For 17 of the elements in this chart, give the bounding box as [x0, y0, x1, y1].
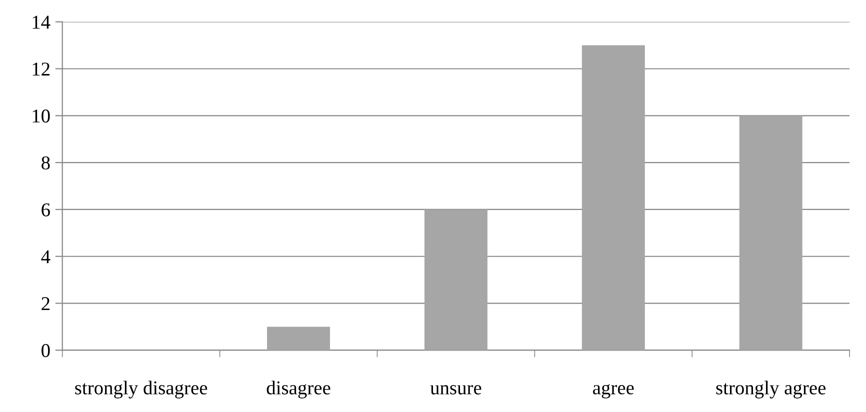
bar — [267, 326, 330, 350]
y-tick-label: 4 — [41, 250, 50, 264]
y-tick-label: 0 — [42, 344, 50, 358]
y-tick-label: 2 — [42, 297, 50, 310]
x-tick-label: strongly agree — [716, 380, 826, 398]
bar — [582, 45, 645, 350]
y-tick-label: 6 — [42, 203, 50, 216]
x-tick-label: agree — [593, 384, 634, 398]
y-tick-label: 8 — [42, 156, 50, 170]
x-tick-label: disagree — [266, 380, 330, 398]
x-tick-label: unsure — [430, 385, 482, 394]
bar — [739, 116, 802, 350]
x-tick-label: strongly disagree — [75, 380, 208, 398]
y-tick-label: 12 — [32, 62, 50, 76]
y-tick-label: 10 — [32, 109, 50, 123]
bar — [424, 209, 488, 350]
y-tick-label: 14 — [32, 16, 50, 29]
